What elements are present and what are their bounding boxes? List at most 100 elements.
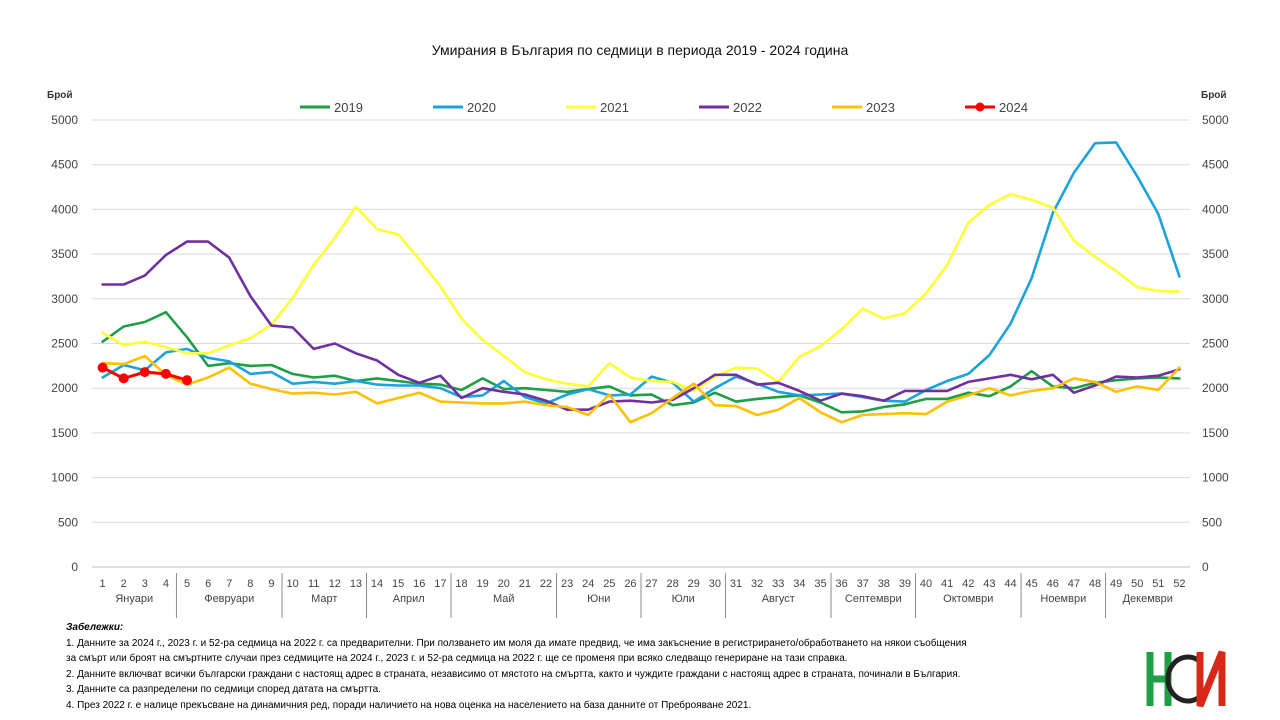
note-line: 3. Данните са разпределени по седмици сп… bbox=[66, 684, 381, 695]
x-tick-label: 22 bbox=[540, 578, 552, 590]
x-tick-label: 39 bbox=[899, 578, 911, 590]
x-tick-label: 15 bbox=[392, 578, 404, 590]
x-tick-label: 50 bbox=[1131, 578, 1143, 590]
x-tick-label: 31 bbox=[730, 578, 742, 590]
y-tick-label-right: 4000 bbox=[1202, 202, 1229, 216]
x-tick-label: 43 bbox=[983, 578, 995, 590]
x-tick-label: 20 bbox=[498, 578, 510, 590]
logo-n-icon bbox=[1146, 652, 1172, 706]
notes: Забележки: 1. Данните за 2024 г., 2023 г… bbox=[66, 620, 1106, 713]
y-tick-label-right: 4500 bbox=[1202, 158, 1229, 172]
y-tick-label-right: 0 bbox=[1202, 560, 1209, 574]
y-tick-label-left: 3000 bbox=[51, 292, 78, 306]
x-tick-label: 3 bbox=[142, 578, 148, 590]
x-tick-label: 32 bbox=[751, 578, 763, 590]
x-tick-label: 10 bbox=[286, 578, 298, 590]
y-tick-label-right: 500 bbox=[1202, 515, 1222, 529]
note-line: 2. Данните включват всички български гра… bbox=[66, 668, 961, 680]
month-label: Март bbox=[311, 593, 337, 605]
x-tick-label: 2 bbox=[121, 578, 127, 590]
x-tick-label: 38 bbox=[878, 578, 890, 590]
deaths-line-chart: Умирания в България по седмици в периода… bbox=[47, 42, 1229, 618]
y-tick-label-left: 5000 bbox=[51, 113, 78, 127]
series-line-2021 bbox=[101, 192, 1181, 393]
note-line: 1. Данните за 2024 г., 2023 г. и 52-ра с… bbox=[66, 637, 967, 649]
x-tick-label: 29 bbox=[688, 578, 700, 590]
month-label: Януари bbox=[115, 593, 153, 605]
notes-heading: Забележки: bbox=[66, 622, 124, 633]
legend-label-2023: 2023 bbox=[866, 100, 895, 115]
series-line-2022 bbox=[101, 240, 1181, 412]
y-ticks-left: 0 500 1000 1500 2000 2500 3000 3500 4000 4500 5000 bbox=[51, 113, 78, 574]
logo-s-icon bbox=[1165, 654, 1200, 704]
month-label: Юли bbox=[672, 593, 695, 605]
x-tick-label: 26 bbox=[624, 578, 636, 590]
y-tick-label-left: 4000 bbox=[51, 202, 78, 216]
month-label: Септември bbox=[845, 593, 902, 605]
note-line: за смърт или броят на смъртните случаи п… bbox=[66, 653, 848, 664]
legend-label-2019: 2019 bbox=[334, 100, 363, 115]
y-tick-label-right: 1000 bbox=[1202, 471, 1229, 485]
nsi-logo bbox=[1146, 650, 1226, 708]
x-tick-label: 44 bbox=[1004, 578, 1016, 590]
x-tick-label: 8 bbox=[247, 578, 253, 590]
series-point-2024 bbox=[182, 375, 193, 386]
x-tick-label: 9 bbox=[268, 578, 274, 590]
legend: 2019 2020 2021 2022 2023 2024 bbox=[300, 100, 1028, 115]
x-tick-label: 24 bbox=[582, 578, 594, 590]
series-point-2024 bbox=[160, 368, 171, 379]
x-tick-label: 19 bbox=[477, 578, 489, 590]
x-tick-label: 52 bbox=[1173, 578, 1185, 590]
y-tick-label-left: 500 bbox=[58, 515, 78, 529]
y-tick-label-right: 3500 bbox=[1202, 247, 1229, 261]
logo-i-icon bbox=[1196, 650, 1226, 708]
y-tick-label-left: 0 bbox=[71, 560, 78, 574]
x-tick-label: 42 bbox=[962, 578, 974, 590]
legend-label-2021: 2021 bbox=[600, 100, 629, 115]
x-tick-label: 35 bbox=[814, 578, 826, 590]
x-tick-label: 16 bbox=[413, 578, 425, 590]
x-tick-label: 13 bbox=[350, 578, 362, 590]
x-tick-label: 49 bbox=[1110, 578, 1122, 590]
y-tick-label-right: 1500 bbox=[1202, 426, 1229, 440]
x-tick-label: 40 bbox=[920, 578, 932, 590]
y-tick-label-right: 5000 bbox=[1202, 113, 1229, 127]
x-tick-label: 21 bbox=[519, 578, 531, 590]
month-label: Октомври bbox=[943, 593, 993, 605]
x-tick-label: 11 bbox=[308, 578, 319, 590]
y-tick-label-left: 1500 bbox=[51, 426, 78, 440]
month-label: Май bbox=[493, 593, 515, 605]
y-tick-label-left: 2500 bbox=[51, 337, 78, 351]
series-lines bbox=[97, 141, 1181, 424]
y-axis-label-left: Брой bbox=[47, 90, 73, 101]
x-tick-label: 12 bbox=[329, 578, 341, 590]
gridlines bbox=[92, 119, 1190, 568]
series-point-2024 bbox=[139, 367, 150, 378]
chart-title: Умирания в България по седмици в периода… bbox=[432, 42, 849, 58]
y-tick-label-left: 1000 bbox=[51, 471, 78, 485]
x-tick-label: 36 bbox=[835, 578, 847, 590]
series-line-2023 bbox=[101, 354, 1181, 424]
series-line-2020 bbox=[101, 141, 1181, 405]
y-tick-label-left: 4500 bbox=[51, 158, 78, 172]
x-tick-label: 47 bbox=[1068, 578, 1080, 590]
y-ticks-right: 0 500 1000 1500 2000 2500 3000 3500 4000 4500 5000 bbox=[1202, 113, 1229, 574]
note-line: 4. През 2022 г. е налице прекъсване на д… bbox=[66, 699, 752, 711]
y-tick-label-right: 2500 bbox=[1202, 337, 1229, 351]
legend-label-2020: 2020 bbox=[467, 100, 496, 115]
month-label: Февруари bbox=[204, 593, 254, 605]
legend-label-2024: 2024 bbox=[999, 100, 1028, 115]
x-tick-label: 41 bbox=[941, 578, 953, 590]
month-label: Август bbox=[762, 593, 795, 605]
month-label: Декември bbox=[1123, 593, 1173, 605]
series-point-2024 bbox=[97, 362, 108, 373]
x-tick-label: 30 bbox=[709, 578, 721, 590]
x-tick-label: 17 bbox=[434, 578, 446, 590]
x-tick-label: 23 bbox=[561, 578, 573, 590]
x-tick-label: 28 bbox=[667, 578, 679, 590]
legend-marker-2024 bbox=[975, 102, 985, 112]
x-tick-label: 27 bbox=[645, 578, 657, 590]
x-tick-label: 45 bbox=[1026, 578, 1038, 590]
x-tick-label: 34 bbox=[793, 578, 805, 590]
x-tick-label: 7 bbox=[226, 578, 232, 590]
